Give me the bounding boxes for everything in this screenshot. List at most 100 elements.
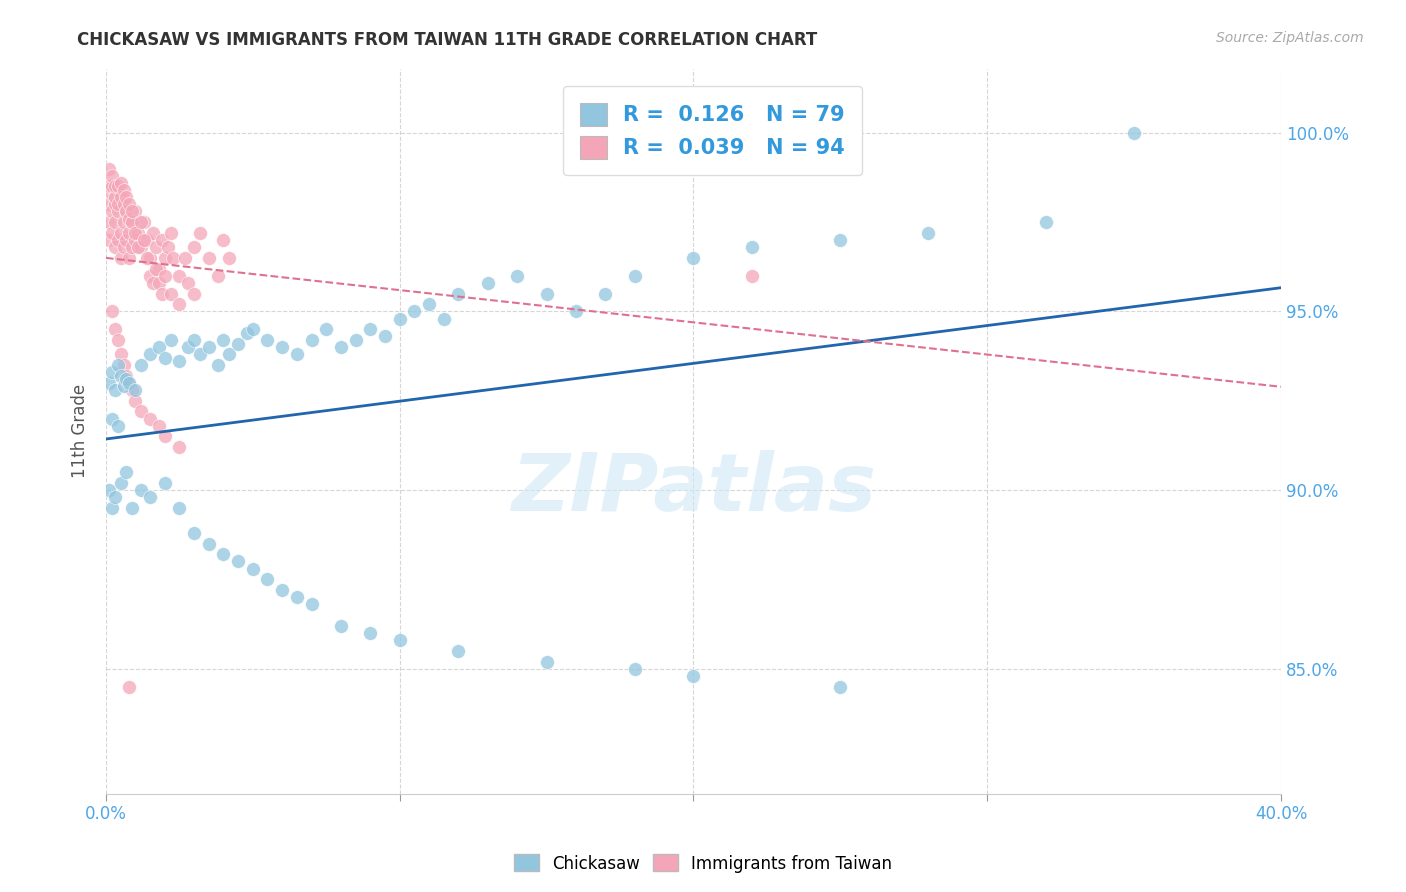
Point <box>183 333 205 347</box>
Point <box>682 251 704 265</box>
Legend: Chickasaw, Immigrants from Taiwan: Chickasaw, Immigrants from Taiwan <box>508 847 898 880</box>
Point <box>183 240 205 254</box>
Point <box>101 304 124 318</box>
Point <box>101 169 124 183</box>
Point <box>917 226 939 240</box>
Point <box>153 351 176 365</box>
Point <box>121 204 143 219</box>
Point <box>112 215 135 229</box>
Point <box>242 561 264 575</box>
Point <box>236 326 259 340</box>
Point <box>169 297 191 311</box>
Point <box>197 536 219 550</box>
Point <box>169 268 191 283</box>
Point <box>97 197 120 211</box>
Point <box>97 161 120 176</box>
Point <box>177 340 200 354</box>
Point <box>153 429 176 443</box>
Point <box>159 226 181 240</box>
Point <box>101 500 124 515</box>
Point <box>107 418 129 433</box>
Point <box>148 418 170 433</box>
Point <box>118 680 141 694</box>
Point <box>124 204 146 219</box>
Point <box>388 311 411 326</box>
Point <box>142 226 165 240</box>
Point <box>121 500 143 515</box>
Point <box>156 240 179 254</box>
Point <box>256 572 278 586</box>
Point <box>107 233 129 247</box>
Point <box>124 393 146 408</box>
Point <box>374 329 396 343</box>
Point <box>830 680 852 694</box>
Point <box>104 179 127 194</box>
Point <box>1123 126 1146 140</box>
Text: CHICKASAW VS IMMIGRANTS FROM TAIWAN 11TH GRADE CORRELATION CHART: CHICKASAW VS IMMIGRANTS FROM TAIWAN 11TH… <box>77 31 817 49</box>
Point <box>150 233 173 247</box>
Point <box>101 186 124 201</box>
Point <box>127 240 149 254</box>
Point <box>153 475 176 490</box>
Text: Source: ZipAtlas.com: Source: ZipAtlas.com <box>1216 31 1364 45</box>
Point <box>565 304 588 318</box>
Point <box>110 347 132 361</box>
Point <box>118 376 141 390</box>
Point <box>433 311 456 326</box>
Point <box>344 333 367 347</box>
Point <box>197 340 219 354</box>
Point <box>212 547 235 561</box>
Point <box>107 179 129 194</box>
Point <box>174 251 197 265</box>
Point <box>212 333 235 347</box>
Point <box>97 376 120 390</box>
Point <box>107 358 129 372</box>
Point <box>183 525 205 540</box>
Point <box>682 669 704 683</box>
Point <box>110 475 132 490</box>
Point <box>536 286 558 301</box>
Point <box>188 226 211 240</box>
Point <box>139 347 162 361</box>
Point <box>124 233 146 247</box>
Point <box>121 215 143 229</box>
Point <box>188 347 211 361</box>
Point <box>285 591 308 605</box>
Point <box>136 251 159 265</box>
Point <box>388 633 411 648</box>
Point <box>97 179 120 194</box>
Point <box>177 276 200 290</box>
Point <box>121 240 143 254</box>
Point <box>148 276 170 290</box>
Point <box>169 440 191 454</box>
Point <box>110 368 132 383</box>
Point <box>115 204 138 219</box>
Point <box>139 411 162 425</box>
Point <box>118 197 141 211</box>
Point <box>741 268 763 283</box>
Point <box>118 376 141 390</box>
Point <box>115 372 138 386</box>
Point <box>447 644 470 658</box>
Point <box>112 183 135 197</box>
Point <box>148 340 170 354</box>
Point <box>595 286 617 301</box>
Point <box>301 598 323 612</box>
Point <box>129 483 152 497</box>
Point <box>121 215 143 229</box>
Point <box>107 204 129 219</box>
Point <box>127 226 149 240</box>
Point <box>741 240 763 254</box>
Point <box>112 358 135 372</box>
Point <box>112 197 135 211</box>
Point <box>110 226 132 240</box>
Point <box>110 251 132 265</box>
Point <box>623 662 645 676</box>
Point <box>162 251 184 265</box>
Point <box>97 483 120 497</box>
Point <box>129 358 152 372</box>
Point <box>153 268 176 283</box>
Point <box>830 233 852 247</box>
Point <box>256 333 278 347</box>
Point <box>139 268 162 283</box>
